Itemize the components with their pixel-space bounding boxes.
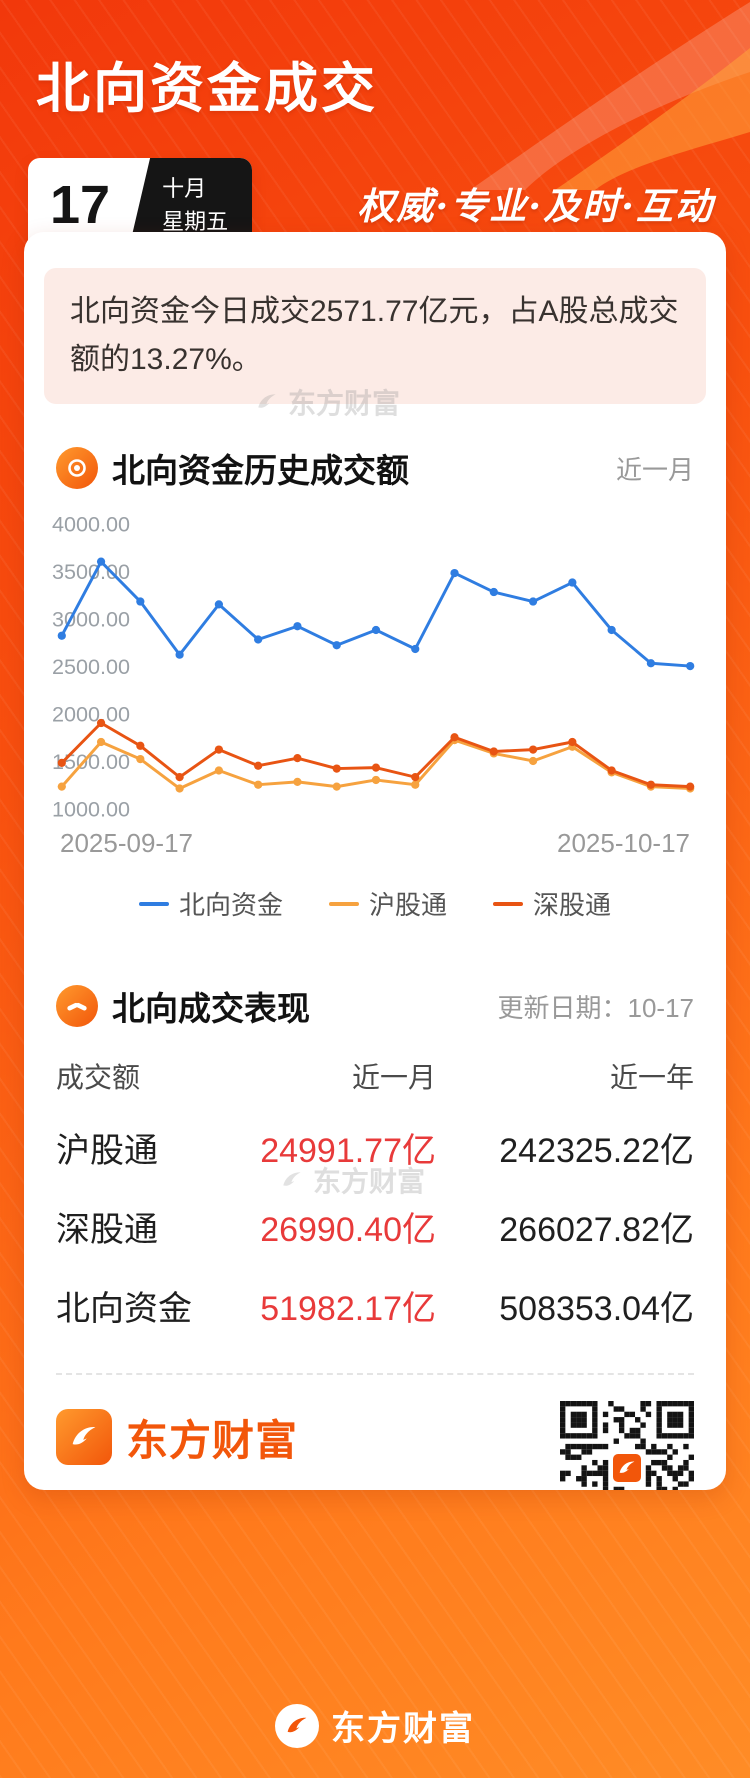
row-year-value: 242325.22亿 [499,1132,694,1171]
col-header-month: 近一月 [351,1062,436,1094]
eastmoney-logo-icon [56,1409,112,1466]
row-name: 北向资金 [56,1290,192,1329]
update-date-label: 更新日期：10-17 [497,992,695,1023]
svg-text:2000.00: 2000.00 [52,701,130,726]
legend-item-shanghai: 沪股通 [328,885,447,922]
search-hint: 搜索【北向资金动向】，查看更多 [56,1488,560,1490]
legend-label: 沪股通 [368,890,447,921]
date-card: 17 十月 星期五 [28,158,253,252]
legend-item-shenzhen: 深股通 [493,885,611,922]
table-header-row: 成交额 近一月 近一年 [56,1042,694,1108]
col-header-year: 近一年 [609,1062,694,1094]
qr-pattern [560,1401,694,1490]
summary-banner: 北向资金今日成交2571.77亿元，占A股总成交额的13.27%。 [44,268,706,404]
bottom-brand: 东方财富 [0,1701,750,1750]
svg-text:1000.00: 1000.00 [52,796,130,821]
date-month: 十月 [162,176,207,201]
legend-label: 深股通 [533,890,612,921]
row-year-value: 266027.82亿 [499,1211,694,1250]
qr-center-logo-icon [610,1451,644,1486]
svg-text:3000.00: 3000.00 [52,606,130,631]
x-axis-end: 2025-10-17 [557,828,690,859]
row-month-value: 51982.17亿 [260,1290,436,1329]
date-day: 17 [50,175,111,235]
ribbon-decoration [470,2,750,190]
row-year-value: 508353.04亿 [499,1290,694,1329]
row-name: 深股通 [56,1211,158,1250]
footer-left: 东方财富 搜索【北向资金动向】，查看更多 [56,1407,560,1490]
brand-slogan: 权威·专业·及时·互动 [357,184,714,228]
chart-legend: 北向资金 沪股通 深股通 [44,885,706,922]
history-period-label: 近一月 [615,454,694,485]
row-month-value: 24991.77亿 [260,1132,436,1171]
page-title: 北向资金成交 [36,59,378,119]
card-footer: 东方财富 搜索【北向资金动向】，查看更多 [56,1401,694,1490]
handshake-icon [56,985,98,1028]
table-row: 深股通 26990.40亿 266027.82亿 [56,1187,694,1266]
performance-section-header: 北向成交表现 更新日期：10-17 [56,982,694,1030]
col-header-amount: 成交额 [56,1062,141,1094]
bottom-brand-name: 东方财富 [331,1710,475,1748]
history-chart: 4000.00 3500.00 3000.00 2500.00 2000.00 1500.… [50,508,700,859]
bottom-logo-icon [275,1703,319,1748]
legend-item-northbound: 北向资金 [138,885,283,922]
target-icon [56,447,98,489]
svg-text:4000.00: 4000.00 [52,512,130,537]
history-section-title: 北向资金历史成交额 [112,452,409,489]
row-name: 沪股通 [56,1132,158,1171]
legend-swatch-shanghai [328,901,359,906]
legend-label: 北向资金 [178,890,283,921]
x-axis-labels: 2025-09-17 2025-10-17 [60,828,690,859]
table-row: 北向资金 51982.17亿 508353.04亿 [56,1266,694,1345]
performance-section-title: 北向成交表现 [112,990,310,1028]
row-month-value: 26990.40亿 [260,1211,436,1250]
date-weekday: 星期五 [162,209,229,234]
line-chart: 4000.003500.003000.002500.002000.001500.… [52,512,695,821]
svg-text:2500.00: 2500.00 [52,654,130,679]
table-row: 沪股通 24991.77亿 242325.22亿 [56,1108,694,1187]
brand-row: 东方财富 [56,1407,560,1468]
x-axis-start: 2025-09-17 [60,828,193,859]
content-card: 北向资金今日成交2571.77亿元，占A股总成交额的13.27%。 东方财富 东… [24,232,726,1490]
performance-table: 成交额 近一月 近一年 沪股通 24991.77亿 242325.22亿 深股通… [56,1042,694,1345]
brand-name: 东方财富 [126,1416,299,1464]
dashed-divider [56,1373,694,1376]
legend-swatch-shenzhen [493,901,523,906]
history-section-header: 北向资金历史成交额 近一月 [56,444,694,492]
legend-swatch-northbound [138,901,169,906]
qr-code [560,1401,694,1490]
